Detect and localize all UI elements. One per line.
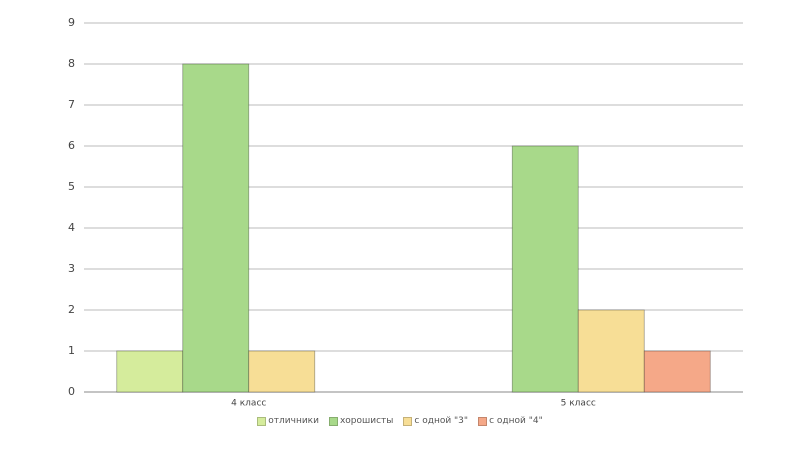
legend: отличники хорошисты с одной "3" с одной "4" <box>0 416 800 426</box>
legend-label: с одной "3" <box>414 416 469 426</box>
y-tick-label: 7 <box>68 98 75 111</box>
y-tick-label: 6 <box>68 139 75 152</box>
bar <box>577 309 645 393</box>
y-tick-label: 2 <box>68 303 75 316</box>
legend-swatch <box>257 416 267 426</box>
y-tick-label: 1 <box>68 344 75 357</box>
y-tick-label: 0 <box>68 385 75 398</box>
bar <box>116 350 184 393</box>
x-tick-label: 5 класс <box>561 399 596 409</box>
y-tick-label: 8 <box>68 57 75 70</box>
y-tick-label: 5 <box>68 180 75 193</box>
legend-swatch <box>328 416 338 426</box>
legend-label: с одной "4" <box>489 416 543 426</box>
bar <box>511 145 579 393</box>
legend-label: хорошисты <box>339 416 394 426</box>
legend-swatch <box>403 416 413 426</box>
x-tick-label: 4 класс <box>231 399 266 409</box>
legend-item: с одной "3" <box>403 416 468 426</box>
legend-item: отличники <box>257 416 319 426</box>
y-tick-label: 4 <box>68 221 75 234</box>
y-tick-label: 3 <box>68 262 75 275</box>
bar <box>643 350 711 393</box>
legend-swatch <box>478 416 488 426</box>
legend-item: хорошисты <box>328 416 394 426</box>
bar <box>248 350 316 393</box>
legend-label: отличники <box>268 416 319 426</box>
y-tick-label: 9 <box>68 16 75 29</box>
bar <box>182 63 250 393</box>
legend-item: с одной "4" <box>478 416 543 426</box>
